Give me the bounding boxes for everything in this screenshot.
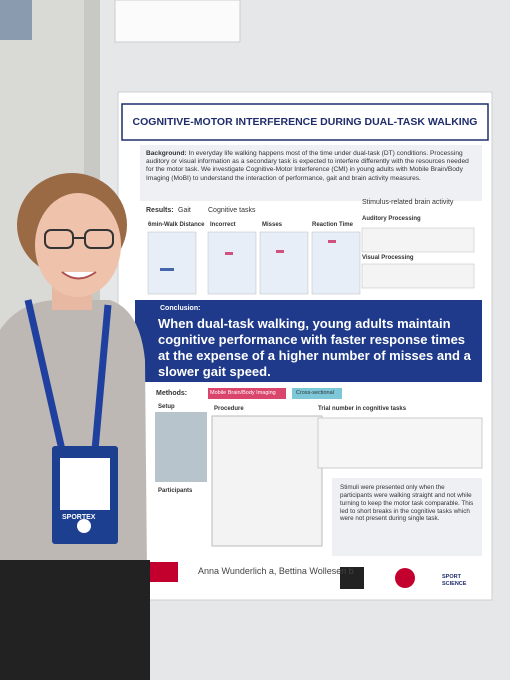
face — [35, 193, 121, 297]
university-logo — [148, 562, 178, 582]
badge-brand: SPORTEX — [62, 514, 96, 521]
result-panels — [147, 227, 475, 295]
qr-code — [340, 567, 364, 589]
setup-photo — [155, 412, 207, 482]
smile — [61, 271, 97, 280]
sport-science-logo: SPORT SCIENCE — [442, 574, 467, 587]
paper-sheet — [114, 0, 241, 43]
poster-title: COGNITIVE-MOTOR INTERFERENCE DURING DUAL… — [132, 116, 478, 128]
crest-logo — [395, 568, 415, 588]
trousers — [0, 560, 150, 680]
authors: Anna Wunderlich a, Bettina Wollesen b — [198, 566, 354, 576]
background-box — [140, 145, 482, 201]
results-label: Results: — [146, 207, 174, 214]
conclusion-box — [135, 300, 482, 382]
method-tag: Cross-sectional — [296, 390, 334, 396]
methods-note: Stimuli were presented only when the par… — [340, 484, 474, 523]
background-label: Background: — [146, 150, 187, 157]
results-group: Gait — [178, 207, 191, 214]
glasses — [44, 229, 114, 249]
procedure-flow — [211, 415, 323, 547]
badge-label — [60, 458, 110, 510]
methods-section: Trial number in cognitive tasks — [318, 406, 407, 412]
background-text: Background: In everyday life walking hap… — [146, 150, 478, 183]
trial-table — [317, 417, 483, 469]
methods-section: Participants — [158, 488, 193, 494]
method-tag: Mobile Brain/Body Imaging — [210, 390, 276, 396]
title-box — [121, 103, 489, 141]
panel-label: Incorrect — [210, 222, 236, 228]
lanyard — [24, 299, 112, 451]
panel-label: 6min-Walk Distance — [148, 222, 205, 228]
tag-box — [292, 388, 342, 399]
results-group: Stimulus-related brain activity — [362, 199, 454, 206]
panel-label: Reaction Time — [312, 222, 353, 228]
window — [0, 0, 32, 40]
note-box — [332, 478, 482, 556]
mini-marks — [160, 240, 336, 271]
conclusion-label: Conclusion: — [160, 305, 201, 312]
methods-section: Setup — [158, 404, 175, 410]
tag-box — [208, 388, 286, 399]
panel-label: Misses — [262, 222, 283, 228]
results-group: Cognitive tasks — [208, 207, 256, 214]
panel-label: Visual Processing — [362, 255, 414, 261]
panel-label: Auditory Processing — [362, 216, 421, 222]
badge-logo — [77, 519, 91, 533]
conclusion-text: When dual-task walking, young adults mai… — [158, 316, 471, 379]
background-body: In everyday life walking happens most of… — [146, 150, 469, 182]
methods-label: Methods: — [156, 390, 188, 397]
methods-section: Procedure — [214, 406, 244, 412]
